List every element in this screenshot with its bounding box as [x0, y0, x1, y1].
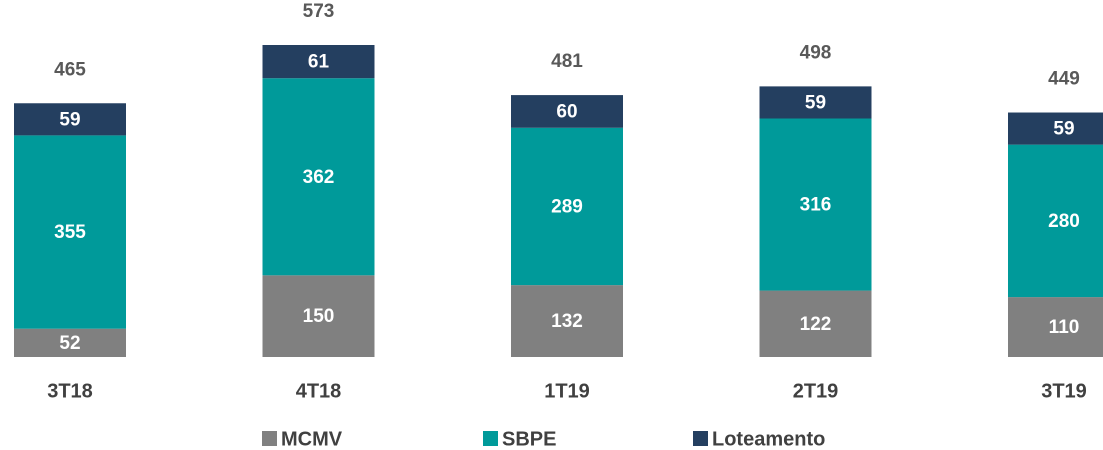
bar-segment — [262, 45, 375, 79]
legend-swatch — [693, 431, 708, 446]
bar-segment — [14, 103, 126, 136]
value-label: 132 — [551, 311, 583, 332]
value-label: 60 — [556, 101, 577, 122]
value-label: 59 — [1053, 119, 1074, 140]
total-label: 449 — [1048, 69, 1080, 90]
value-label: 355 — [54, 222, 86, 243]
legend-label: SBPE — [502, 428, 556, 450]
value-label: 122 — [800, 314, 832, 335]
total-label: 498 — [800, 42, 832, 63]
x-tick-label: 2T19 — [793, 380, 839, 402]
legend-label: MCMV — [281, 428, 343, 450]
value-label: 362 — [303, 167, 335, 188]
x-tick-label: 1T19 — [544, 380, 590, 402]
total-label: 573 — [303, 1, 335, 22]
value-label: 59 — [805, 92, 826, 113]
bar-segment — [511, 285, 623, 357]
x-tick-label: 3T18 — [47, 380, 93, 402]
bar-segment — [759, 86, 872, 119]
value-label: 280 — [1048, 211, 1080, 232]
bar-segment — [511, 95, 623, 128]
value-label: 110 — [1049, 317, 1080, 338]
value-label: 150 — [303, 306, 335, 327]
legend-label: Loteamento — [712, 428, 825, 450]
bar-segment — [759, 118, 872, 291]
bar-segment — [14, 328, 126, 357]
bar-segment — [1008, 112, 1103, 145]
x-tick-label: 4T18 — [296, 380, 342, 402]
total-label: 465 — [54, 59, 86, 80]
x-tick-label: 3T19 — [1041, 380, 1087, 402]
bar-segment — [262, 78, 375, 276]
value-label: 289 — [551, 196, 583, 217]
bar-segment — [262, 275, 375, 357]
total-label: 481 — [551, 51, 583, 72]
legend-swatch — [483, 431, 498, 446]
value-label: 61 — [308, 52, 330, 73]
value-label: 52 — [59, 333, 80, 354]
bar-segment — [14, 135, 126, 329]
bar-segment — [759, 290, 872, 357]
bar-segment — [511, 127, 623, 286]
legend-swatch — [262, 431, 277, 446]
value-label: 316 — [800, 195, 832, 216]
bar-segment — [1008, 144, 1103, 298]
value-label: 59 — [59, 109, 80, 130]
bar-segment — [1008, 297, 1103, 357]
